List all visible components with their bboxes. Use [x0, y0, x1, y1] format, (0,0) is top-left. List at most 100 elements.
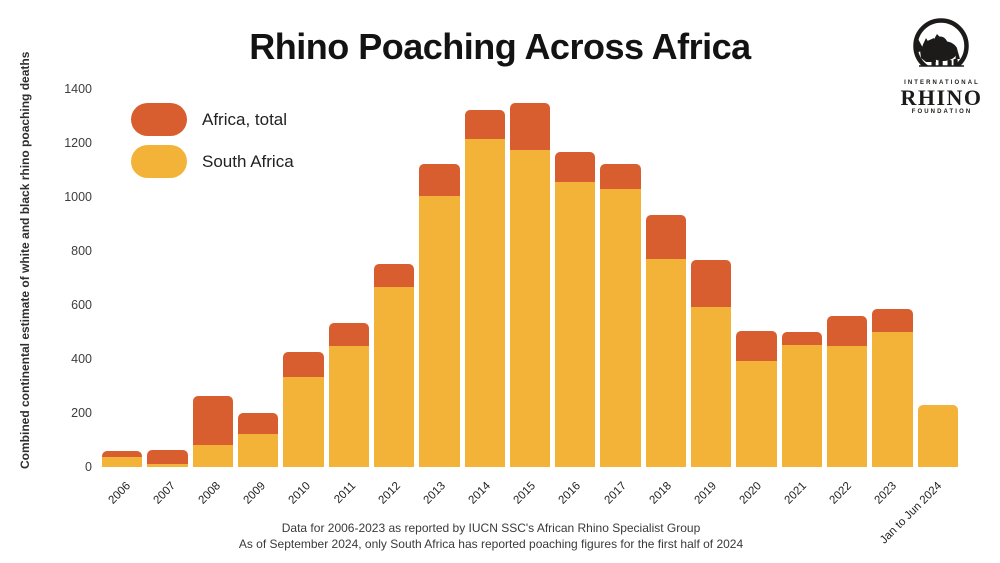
bar-segment-africa-total — [102, 450, 143, 458]
bar-segment-africa-total — [736, 331, 777, 361]
bar-2007 — [147, 89, 188, 467]
legend-item-africa-total: Africa, total — [131, 103, 294, 136]
bar-segment-africa-total — [192, 396, 233, 445]
bar-segment-south-africa — [917, 405, 958, 467]
bar-segment-africa-total — [555, 151, 596, 183]
bar-2021 — [781, 89, 822, 467]
bars — [102, 89, 958, 467]
legend: Africa, total South Africa — [131, 103, 294, 187]
bar-segment-africa-total — [827, 315, 868, 347]
y-tick-800: 800 — [71, 244, 92, 258]
x-label-2009: 2009 — [241, 480, 269, 507]
bar-2016 — [555, 89, 596, 467]
bar-segment-africa-total — [464, 109, 505, 139]
footer: Data for 2006-2023 as reported by IUCN S… — [0, 521, 982, 552]
legend-label-south-africa: South Africa — [202, 151, 294, 171]
x-label-2018: 2018 — [647, 480, 674, 507]
bar-segment-south-africa — [691, 306, 732, 467]
x-label-2017: 2017 — [602, 480, 629, 507]
bar-2010 — [283, 89, 324, 467]
y-tick-1400: 1400 — [64, 82, 92, 96]
footer-line-2: As of September 2024, only South Africa … — [238, 536, 744, 551]
bar-segment-africa-total — [147, 450, 188, 464]
x-label-2020: 2020 — [737, 480, 764, 507]
x-label-2010: 2010 — [286, 480, 314, 507]
x-label-2021: 2021 — [782, 480, 809, 507]
x-label-2019: 2019 — [692, 480, 719, 507]
bar-segment-south-africa — [555, 182, 596, 467]
bar-2017 — [600, 89, 641, 467]
x-label-2022: 2022 — [827, 480, 854, 507]
y-tick-400: 400 — [71, 352, 92, 366]
bar-2015 — [509, 89, 551, 467]
bar-segment-africa-total — [509, 102, 551, 150]
bar-segment-africa-total — [600, 163, 641, 190]
bar-2011 — [328, 89, 369, 467]
bar-segment-south-africa — [328, 346, 369, 467]
bar-segment-south-africa — [283, 377, 324, 467]
bar-segment-africa-total — [872, 308, 913, 333]
bar-segment-south-africa — [509, 149, 551, 467]
y-tick-600: 600 — [71, 298, 92, 312]
bar-segment-south-africa — [872, 332, 913, 467]
irf-logo: INTERNATIONAL RHINO FOUNDATION — [895, 17, 987, 116]
legend-item-south-africa: South Africa — [131, 145, 294, 178]
bar-2023 — [872, 89, 913, 467]
bar-segment-africa-total — [419, 163, 460, 196]
x-label-2014: 2014 — [466, 480, 494, 507]
legend-swatch-south-africa — [131, 145, 187, 178]
bar-segment-south-africa — [781, 345, 822, 467]
bar-2019 — [691, 89, 732, 467]
bar-segment-south-africa — [827, 346, 868, 467]
x-label-2008: 2008 — [196, 480, 224, 507]
bar-segment-south-africa — [736, 360, 777, 467]
bar-segment-south-africa — [419, 195, 460, 467]
bar-2018 — [645, 89, 687, 467]
bar-segment-africa-total — [781, 331, 822, 346]
bar-jan-to-jun-2024 — [917, 89, 958, 467]
bar-2006 — [102, 89, 143, 467]
y-axis-ticks: 0 200 400 600 800 1000 1200 1400 — [0, 82, 92, 474]
x-label-2016: 2016 — [556, 480, 584, 507]
bar-segment-south-africa — [192, 444, 233, 467]
bar-segment-south-africa — [373, 286, 415, 467]
bar-segment-africa-total — [373, 264, 415, 287]
legend-label-africa-total: Africa, total — [202, 109, 288, 129]
bar-segment-africa-total — [328, 323, 369, 347]
bar-2012 — [373, 89, 415, 467]
legend-swatch-africa-total — [131, 103, 187, 136]
bar-2022 — [827, 89, 868, 467]
bar-2020 — [736, 89, 777, 467]
x-label-2012: 2012 — [376, 480, 404, 507]
footer-line-1: Data for 2006-2023 as reported by IUCN S… — [281, 521, 701, 535]
x-label-2006: 2006 — [106, 480, 134, 507]
rhino-logo-icon — [907, 18, 975, 76]
bar-2014 — [464, 89, 505, 467]
bar-segment-south-africa — [147, 463, 188, 467]
bar-segment-africa-total — [691, 260, 732, 307]
bar-2009 — [237, 89, 279, 467]
bar-segment-south-africa — [102, 457, 143, 467]
y-tick-200: 200 — [71, 406, 92, 420]
bar-segment-south-africa — [645, 259, 687, 467]
bar-segment-africa-total — [237, 412, 279, 435]
x-label-2007: 2007 — [151, 480, 179, 507]
bar-segment-africa-total — [645, 215, 687, 260]
x-label-2015: 2015 — [511, 480, 539, 507]
bar-segment-south-africa — [600, 189, 641, 467]
bar-segment-south-africa — [237, 434, 279, 467]
x-label-2011: 2011 — [332, 480, 359, 506]
y-tick-0: 0 — [85, 460, 92, 474]
page-title: Rhino Poaching Across Africa — [249, 26, 751, 67]
x-label-2013: 2013 — [421, 480, 449, 507]
bar-segment-africa-total — [283, 351, 324, 378]
logo-text-rhino: RHINO — [900, 85, 983, 110]
logo-text-international: INTERNATIONAL — [904, 80, 980, 86]
bar-segment-south-africa — [464, 138, 505, 467]
y-tick-1000: 1000 — [64, 190, 92, 204]
logo-text-foundation: FOUNDATION — [911, 109, 973, 115]
bar-2008 — [192, 89, 233, 467]
x-label-2023: 2023 — [872, 480, 899, 507]
bar-2013 — [419, 89, 460, 467]
